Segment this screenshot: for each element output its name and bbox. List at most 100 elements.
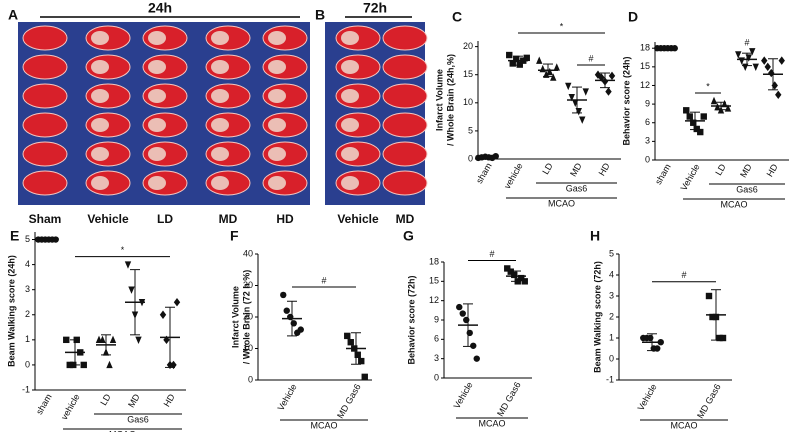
brain-slice [22, 112, 68, 138]
y-tick-label: 6 [434, 334, 439, 344]
group-label: MCAO [479, 418, 506, 428]
y-tick-label: 9 [434, 314, 439, 324]
group-label: MCAO [721, 199, 748, 209]
point [473, 355, 480, 362]
group-label: Gas6 [127, 414, 149, 424]
point [539, 64, 546, 73]
y-axis-label: Beam Walking score (24h) [6, 255, 16, 367]
infarct [341, 176, 359, 190]
annotation: # [489, 249, 494, 259]
infarct [148, 118, 166, 132]
point [159, 310, 167, 319]
point [511, 271, 518, 279]
y-tick-label: 6 [645, 117, 650, 127]
group-label: Gas6 [566, 183, 588, 193]
point [654, 345, 661, 352]
point [749, 48, 756, 56]
x-tick-label: Vehicle [679, 162, 702, 192]
brain-slice [22, 141, 68, 167]
group-label: Gas6 [736, 184, 758, 194]
y-tick-label: 4 [609, 269, 614, 279]
infarct [91, 31, 109, 45]
point [710, 96, 718, 105]
point [697, 128, 704, 136]
point [579, 116, 586, 124]
point [63, 336, 70, 344]
y-tick-label: 15 [463, 69, 473, 79]
panel-letter: H [590, 228, 600, 244]
y-tick-label: 2 [25, 309, 30, 319]
y-axis-label: Behavior score (72h) [406, 275, 416, 364]
infarct [268, 147, 286, 161]
point [752, 63, 759, 72]
x-tick-label: vehicle [502, 161, 525, 190]
y-tick-label: 0 [434, 372, 439, 382]
y-tick-label: 3 [25, 284, 30, 294]
y-tick-label: 3 [434, 353, 439, 363]
x-tick-label: MD [126, 392, 142, 410]
point [128, 286, 135, 294]
point [608, 71, 616, 81]
y-tick-label: 30 [243, 280, 253, 290]
x-tick-label: Vehicle [452, 380, 475, 410]
infarct [91, 60, 109, 74]
point [705, 292, 713, 300]
infarct [91, 176, 109, 190]
x-tick-label: sham [474, 161, 494, 185]
brain-slice [22, 54, 68, 80]
point [686, 113, 693, 120]
point [582, 88, 589, 96]
point [470, 342, 477, 349]
point [778, 56, 785, 65]
infarct [341, 60, 359, 74]
y-tick-label: 15 [429, 276, 439, 286]
point [516, 61, 523, 68]
x-tick-label: Vehicle [636, 382, 659, 412]
point [605, 87, 612, 96]
point [724, 104, 732, 112]
infarct [148, 31, 166, 45]
y-tick-label: 3 [645, 136, 650, 146]
x-tick-label: HD [765, 162, 780, 179]
y-tick-label: 0 [468, 153, 473, 163]
y-tick-label: 1 [25, 334, 30, 344]
y-axis-label: Infarct Volume [434, 69, 444, 131]
x-tick-label: MD Gas6 [495, 380, 523, 418]
x-tick-label: Vehicle [276, 382, 299, 412]
infarct [211, 147, 229, 161]
group-label: MCAO [671, 420, 698, 430]
y-tick-label: 5 [25, 234, 30, 244]
y-axis-label: Beam Walking score (72h) [592, 261, 602, 373]
x-tick-label: HD [597, 161, 612, 178]
point [709, 313, 716, 321]
annotation: * [706, 81, 710, 91]
point [690, 119, 697, 126]
x-tick-label: LD [540, 161, 555, 176]
y-tick-label: 1 [609, 332, 614, 342]
infarct [211, 60, 229, 74]
y-tick-label: 0 [25, 359, 30, 369]
y-axis-label: Infarct Volume [230, 286, 240, 348]
point [764, 62, 771, 72]
point [354, 351, 361, 358]
point [80, 361, 87, 369]
point [550, 73, 557, 81]
panel-letter: D [628, 9, 638, 25]
point [361, 373, 368, 381]
y-axis-label: / Whole Brain (24h,%) [445, 54, 455, 146]
infarct [211, 31, 229, 45]
annotation: * [121, 245, 125, 255]
infarct [268, 31, 286, 45]
point [761, 56, 768, 65]
x-tick-label: LD [713, 162, 728, 177]
point [109, 335, 117, 344]
annotation: * [560, 21, 564, 31]
point [358, 357, 365, 365]
x-tick-label: MD [738, 162, 754, 180]
annotation: # [321, 275, 326, 285]
point [456, 303, 463, 311]
point [297, 326, 304, 333]
infarct [91, 89, 109, 103]
y-tick-label: 0 [248, 374, 253, 384]
